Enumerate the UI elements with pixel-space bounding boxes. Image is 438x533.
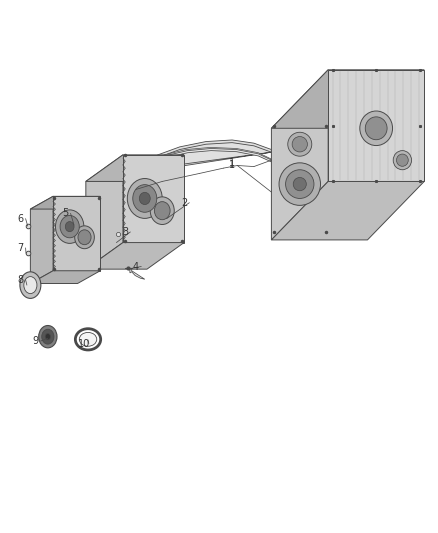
Polygon shape — [134, 140, 272, 173]
Polygon shape — [30, 196, 53, 284]
Ellipse shape — [75, 226, 94, 249]
Ellipse shape — [396, 154, 408, 166]
Polygon shape — [272, 70, 328, 240]
Text: 9: 9 — [32, 336, 39, 346]
Ellipse shape — [393, 151, 412, 169]
Ellipse shape — [139, 192, 150, 205]
Ellipse shape — [60, 215, 79, 238]
Ellipse shape — [127, 179, 162, 219]
Polygon shape — [53, 196, 100, 271]
Polygon shape — [30, 271, 100, 284]
Ellipse shape — [293, 177, 306, 191]
Polygon shape — [86, 155, 123, 269]
Ellipse shape — [65, 222, 74, 232]
Ellipse shape — [365, 117, 387, 140]
Text: 1: 1 — [229, 160, 235, 171]
Ellipse shape — [154, 201, 170, 220]
Polygon shape — [272, 70, 424, 128]
Ellipse shape — [360, 111, 392, 146]
Polygon shape — [128, 149, 272, 279]
Polygon shape — [272, 181, 424, 240]
Ellipse shape — [42, 329, 54, 344]
Text: 10: 10 — [78, 338, 90, 349]
Text: 7: 7 — [17, 243, 24, 253]
Text: 6: 6 — [17, 214, 23, 224]
Text: 8: 8 — [17, 275, 23, 285]
Polygon shape — [86, 243, 184, 269]
Ellipse shape — [56, 210, 84, 244]
Ellipse shape — [78, 230, 91, 245]
Ellipse shape — [288, 132, 312, 156]
Polygon shape — [134, 148, 272, 173]
Polygon shape — [123, 155, 184, 243]
Ellipse shape — [279, 163, 321, 205]
Polygon shape — [86, 155, 184, 181]
Text: 3: 3 — [122, 227, 128, 237]
Text: 4: 4 — [133, 262, 139, 271]
Ellipse shape — [150, 197, 174, 224]
Ellipse shape — [292, 136, 307, 152]
Ellipse shape — [24, 277, 37, 294]
Ellipse shape — [45, 334, 50, 340]
Ellipse shape — [20, 272, 41, 298]
Polygon shape — [328, 70, 424, 181]
Ellipse shape — [79, 333, 97, 346]
Ellipse shape — [286, 169, 314, 198]
Text: 2: 2 — [181, 198, 187, 208]
Text: 5: 5 — [62, 208, 68, 219]
Ellipse shape — [39, 326, 57, 348]
Polygon shape — [30, 196, 100, 209]
Text: 1: 1 — [229, 158, 235, 168]
Ellipse shape — [133, 184, 157, 212]
